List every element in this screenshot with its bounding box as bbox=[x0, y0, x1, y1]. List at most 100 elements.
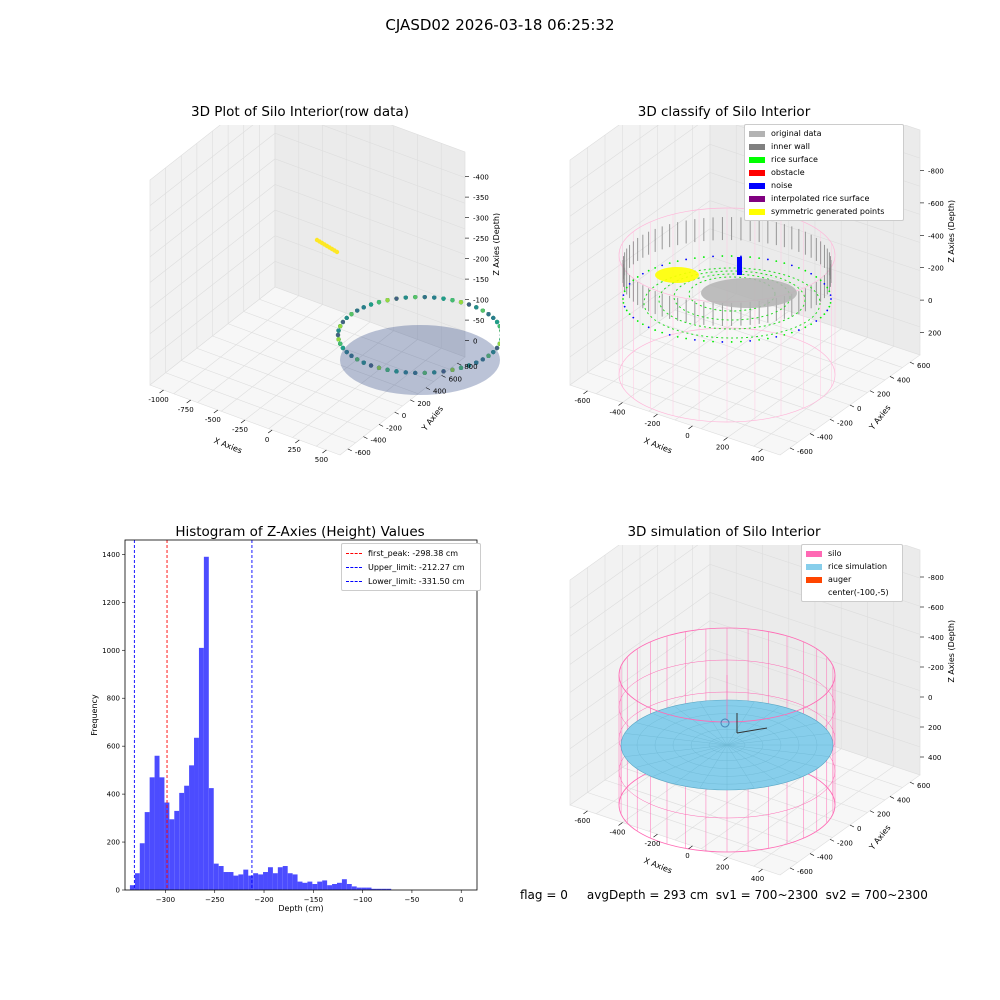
legend-swatch bbox=[346, 566, 362, 568]
histogram-bar bbox=[149, 777, 155, 890]
histogram-bar bbox=[263, 872, 268, 890]
histogram-bar bbox=[169, 819, 175, 890]
histogram-bar bbox=[213, 863, 219, 890]
legend-item: center(-100,-5) bbox=[806, 586, 898, 599]
histogram-bar bbox=[346, 884, 352, 890]
z-tick-label: -150 bbox=[473, 276, 489, 284]
noise-cluster bbox=[737, 257, 742, 275]
x-tick-label: -600 bbox=[575, 397, 591, 405]
legend-swatch bbox=[346, 580, 362, 582]
legend-label: noise bbox=[771, 181, 793, 190]
y-tick-label: 200 bbox=[877, 391, 890, 399]
x-tick-label: -1000 bbox=[148, 396, 168, 404]
histogram-chart: −300 −250 −200 −150 −100 −50 0 0 200 400 600 800 100… bbox=[90, 539, 478, 913]
x-tick-label: −150 bbox=[304, 896, 323, 904]
histogram-bar bbox=[307, 881, 313, 890]
x-tick-label: 500 bbox=[315, 456, 328, 464]
z-tick-label: 0 bbox=[928, 694, 932, 702]
histogram-bar bbox=[327, 885, 333, 890]
legend-item: first_peak: -298.38 cm bbox=[346, 546, 476, 560]
z-tick-label: 0 bbox=[928, 297, 932, 305]
y-tick-label: -200 bbox=[837, 419, 853, 427]
y-tick-label: 1200 bbox=[102, 599, 120, 607]
legend-label: obstacle bbox=[771, 168, 805, 177]
histogram-bar bbox=[248, 875, 254, 890]
y-tick-label: 0 bbox=[402, 412, 406, 420]
z-tick-label: -350 bbox=[473, 194, 489, 202]
histogram-bar bbox=[287, 873, 293, 890]
histogram-ticks: −300 −250 −200 −150 −100 −50 0 0 200 400 600 800 100… bbox=[102, 551, 463, 904]
z-tick-label: -400 bbox=[928, 634, 944, 642]
z-tick-label: -250 bbox=[473, 235, 489, 243]
x-tick-label: -500 bbox=[205, 416, 221, 424]
legend-item: symmetric generated points bbox=[749, 205, 899, 218]
y-tick-label: 600 bbox=[917, 782, 930, 790]
histogram-bar bbox=[134, 873, 140, 890]
histogram-bar bbox=[361, 887, 367, 890]
y-tick-label: -600 bbox=[355, 449, 371, 457]
histogram-bar bbox=[332, 884, 337, 890]
histogram-bars bbox=[129, 556, 392, 890]
histogram-bar bbox=[218, 866, 224, 890]
legend-label: rice surface bbox=[771, 155, 818, 164]
legend-label: original data bbox=[771, 129, 822, 138]
x-tick-label: −300 bbox=[156, 896, 175, 904]
legend-swatch bbox=[749, 143, 765, 150]
legend-label: first_peak: -298.38 cm bbox=[368, 548, 459, 558]
histogram-bar bbox=[267, 867, 273, 890]
x-tick-label: -200 bbox=[645, 420, 661, 428]
classify-plot-title: 3D classify of Silo Interior bbox=[637, 104, 811, 120]
legend-swatch bbox=[749, 156, 765, 163]
z-tick-label: -600 bbox=[928, 604, 944, 612]
histogram-bar bbox=[208, 788, 214, 890]
legend-label: symmetric generated points bbox=[771, 207, 885, 216]
z-tick-label: 0 bbox=[473, 338, 477, 346]
z-tick-label: -200 bbox=[473, 256, 489, 264]
legend-item: Lower_limit: -331.50 cm bbox=[346, 574, 476, 588]
y-tick-label: -200 bbox=[386, 424, 402, 432]
legend-swatch bbox=[806, 550, 822, 557]
histogram-title: Histogram of Z-Axies (Height) Values bbox=[175, 524, 425, 540]
histogram-bar bbox=[317, 881, 323, 890]
legend-swatch bbox=[749, 169, 765, 176]
histogram-bar bbox=[381, 888, 387, 890]
z-tick-label: 200 bbox=[928, 330, 941, 338]
z-tick-label: -800 bbox=[928, 574, 944, 582]
z-tick-label: -50 bbox=[473, 317, 484, 325]
x-tick-label: −100 bbox=[353, 896, 372, 904]
y-tick-label: 400 bbox=[897, 376, 910, 384]
y-axis-label: Y Axies bbox=[867, 823, 893, 852]
x-tick-label: 0 bbox=[459, 896, 463, 904]
z-tick-label: -400 bbox=[473, 174, 489, 182]
raw-axes-box bbox=[149, 125, 466, 456]
x-tick-label: -250 bbox=[232, 426, 248, 434]
x-tick-label: −200 bbox=[254, 896, 273, 904]
y-tick-label: 200 bbox=[877, 811, 890, 819]
x-tick-label: 0 bbox=[265, 436, 269, 444]
histogram-bar bbox=[336, 882, 342, 890]
histogram-bar bbox=[356, 887, 362, 890]
x-tick-label: 200 bbox=[716, 444, 729, 452]
figure-title: CJASD02 2026-03-18 06:25:32 bbox=[385, 16, 615, 34]
histogram-bar bbox=[243, 869, 249, 890]
symmetric-points-cluster bbox=[655, 267, 699, 283]
x-tick-label: -600 bbox=[575, 817, 591, 825]
z-tick-label: 200 bbox=[928, 724, 941, 732]
y-tick-label: 400 bbox=[107, 791, 120, 799]
legend-swatch bbox=[346, 552, 362, 554]
histogram-bar bbox=[238, 874, 244, 890]
z-tick-label: -100 bbox=[473, 297, 489, 305]
classify-point-cloud bbox=[618, 207, 836, 423]
histogram-bar bbox=[253, 873, 259, 890]
original-data-cluster bbox=[701, 278, 797, 308]
histogram-bar bbox=[154, 755, 160, 890]
y-tick-label: -600 bbox=[797, 868, 813, 876]
histogram-bar bbox=[376, 888, 382, 890]
legend-label: auger bbox=[828, 575, 852, 584]
histogram-bar bbox=[366, 887, 372, 890]
legend-swatch bbox=[749, 182, 765, 189]
y-axis-label: Y Axies bbox=[867, 403, 893, 432]
legend-label: rice simulation bbox=[828, 562, 888, 571]
legend-item: original data bbox=[749, 127, 899, 140]
y-axis-label: Y Axies bbox=[419, 404, 445, 433]
